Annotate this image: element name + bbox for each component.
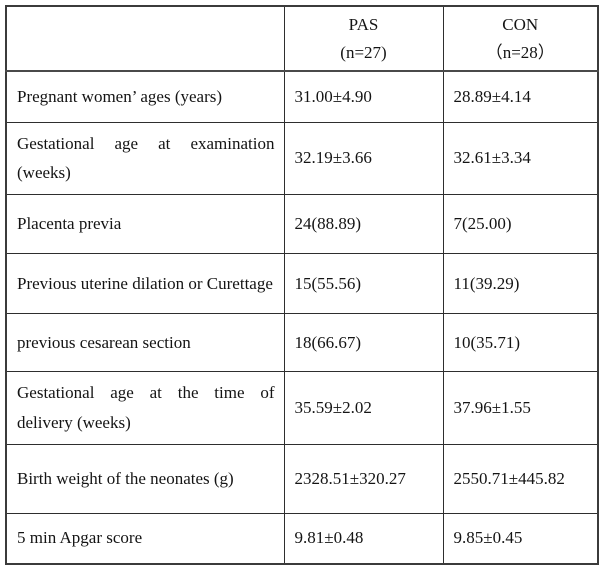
header-pas-count: (n=27): [340, 42, 387, 62]
table-row-gestational-age-examination: Gestational age at examination (weeks) 3…: [5, 121, 599, 196]
table-row-birth-weight: Birth weight of the neonates (g) 2328.51…: [5, 443, 599, 514]
header-empty-cell: [5, 5, 285, 73]
pas-value: 15(55.56): [283, 253, 444, 315]
header-con-group: CON （n=28）: [442, 5, 599, 73]
pas-value: 18(66.67): [283, 313, 444, 373]
clinical-characteristics-table: PAS (n=27) CON （n=28） Pregnant women’ ag…: [5, 5, 599, 565]
header-con-label: CON: [502, 15, 539, 34]
pas-value: 35.59±2.02: [283, 371, 444, 445]
row-label: 5 min Apgar score: [5, 512, 285, 565]
table-row-gestational-age-delivery: Gestational age at the time of delivery …: [5, 371, 599, 445]
header-con-count: （n=28）: [485, 42, 555, 62]
table-row-cesarean-section: previous cesarean section 18(66.67) 10(3…: [5, 313, 599, 373]
con-value: 32.61±3.34: [442, 121, 599, 196]
con-value: 37.96±1.55: [442, 371, 599, 445]
header-pas-group: PAS (n=27): [283, 5, 444, 73]
con-value: 7(25.00): [442, 194, 599, 255]
con-value: 2550.71±445.82: [442, 443, 599, 514]
con-value: 9.85±0.45: [442, 512, 599, 565]
pas-value: 32.19±3.66: [283, 121, 444, 196]
row-label: Previous uterine dilation or Curettage: [5, 253, 285, 315]
table-row-placenta-previa: Placenta previa 24(88.89) 7(25.00): [5, 194, 599, 255]
row-label: Placenta previa: [5, 194, 285, 255]
table-row-ages: Pregnant women’ ages (years) 31.00±4.90 …: [5, 70, 599, 123]
con-value: 10(35.71): [442, 313, 599, 373]
con-value: 11(39.29): [442, 253, 599, 315]
row-label: Birth weight of the neonates (g): [5, 443, 285, 514]
table-row-apgar-score: 5 min Apgar score 9.81±0.48 9.85±0.45: [5, 512, 599, 565]
pas-value: 24(88.89): [283, 194, 444, 255]
pas-value: 9.81±0.48: [283, 512, 444, 565]
header-pas-label: PAS: [348, 15, 379, 34]
header-row: PAS (n=27) CON （n=28）: [5, 5, 599, 73]
row-label: Pregnant women’ ages (years): [5, 70, 285, 123]
table-container: PAS (n=27) CON （n=28） Pregnant women’ ag…: [5, 5, 599, 565]
table-row-uterine-dilation: Previous uterine dilation or Curettage 1…: [5, 253, 599, 315]
con-value: 28.89±4.14: [442, 70, 599, 123]
row-label: previous cesarean section: [5, 313, 285, 373]
row-label: Gestational age at examination (weeks): [5, 121, 285, 196]
pas-value: 2328.51±320.27: [283, 443, 444, 514]
pas-value: 31.00±4.90: [283, 70, 444, 123]
row-label: Gestational age at the time of delivery …: [5, 371, 285, 445]
